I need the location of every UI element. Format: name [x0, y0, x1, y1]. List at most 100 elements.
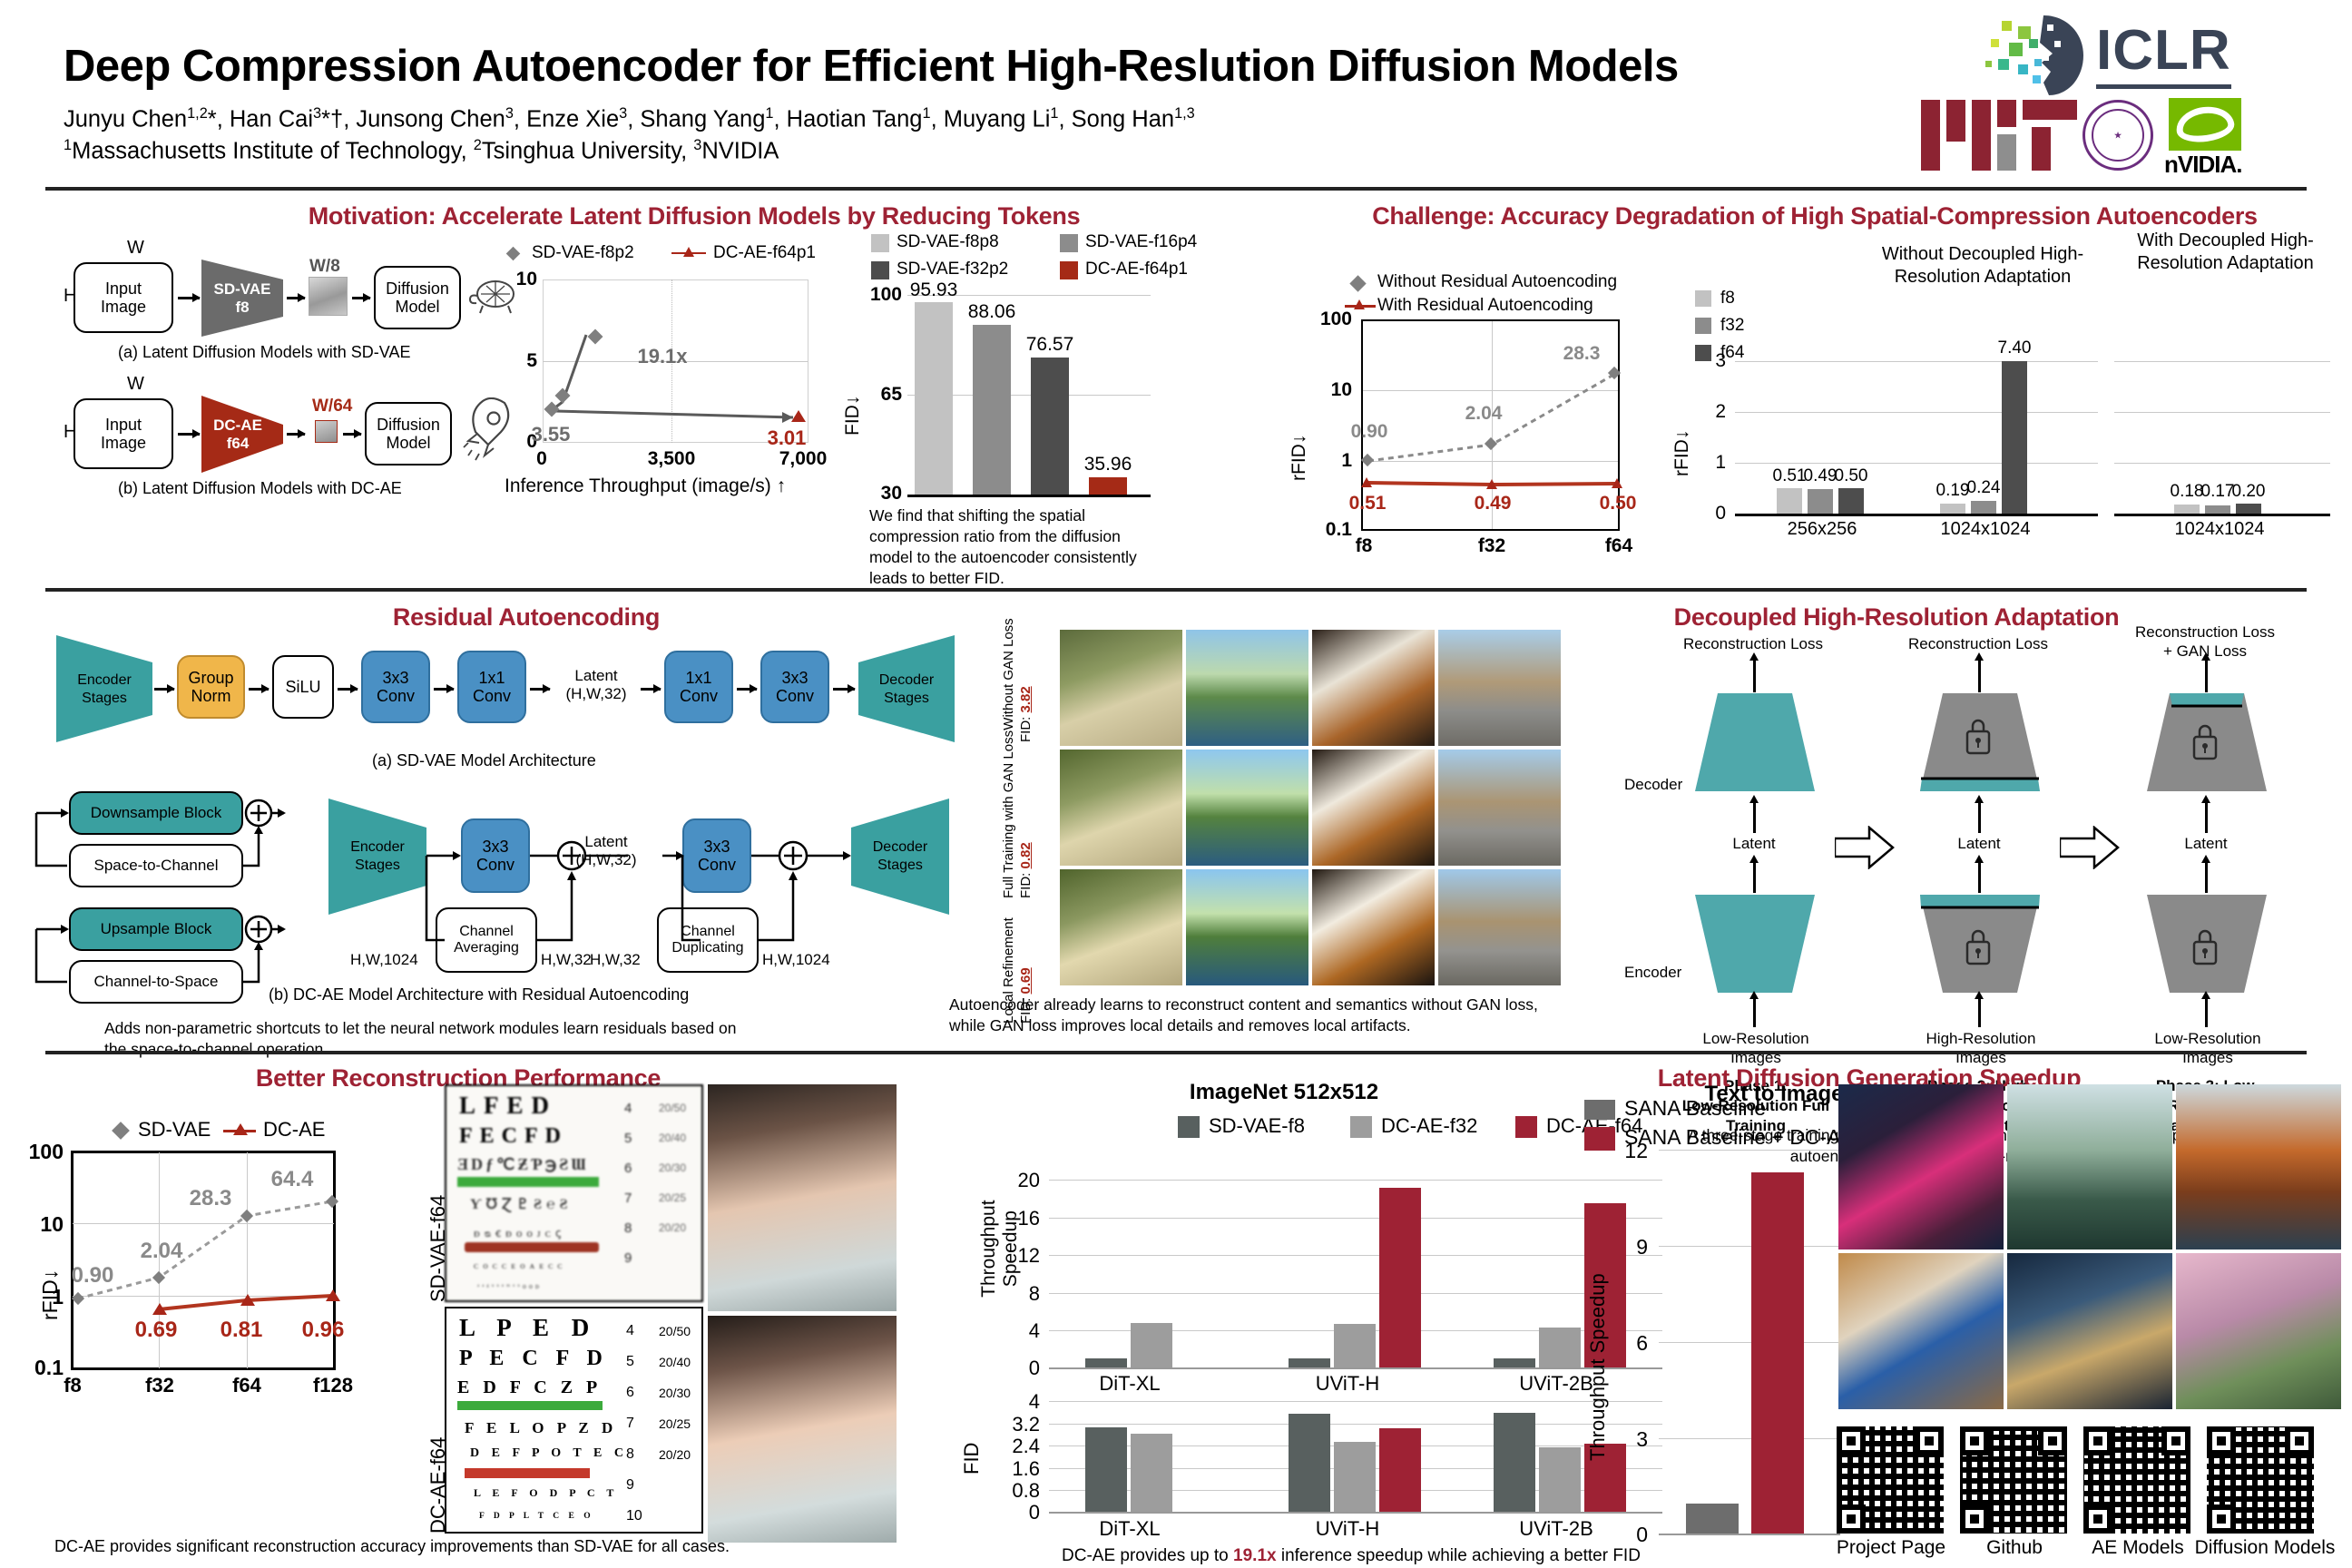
diagram-a-arrow-2 [287, 293, 306, 301]
gan-img-lake-r3 [1186, 869, 1308, 985]
chart1-ytick-0: 0 [526, 431, 537, 452]
space-to-channel-block: Space-to-Channel [69, 844, 243, 887]
chart7-baseline [1049, 1512, 1662, 1514]
diagram-b-h-label: H [64, 422, 77, 442]
legend-swatch-f8 [1695, 290, 1711, 307]
eyechart-row-numbers: 4 5 6 7 8 9 10 [626, 1323, 642, 1524]
chart4-value-1024w-f32: 0.24 [1966, 478, 2001, 497]
chart8-gridline-6 [1659, 1342, 1840, 1343]
qr-project-page[interactable] [1837, 1426, 1944, 1534]
svg-text:f64: f64 [227, 435, 250, 452]
phase3-decoder-trapezoid [2147, 693, 2267, 791]
sdvae-latent-label: Latent (H,W,32) [565, 667, 627, 702]
chart6-bar-dit-sdvae [1085, 1358, 1127, 1367]
svg-text:Decoder: Decoder [873, 839, 928, 855]
chart7-bar-dit-f32 [1131, 1434, 1172, 1512]
phase3-latent-arrow-in [2201, 855, 2210, 893]
chart4-xtick-1024d: 1024x1024 [2174, 519, 2265, 539]
legend-swatch-dcae-f32-in [1350, 1116, 1372, 1138]
dcae-channel-duplicating: Channel Duplicating [657, 907, 759, 973]
chart4-bar-1024w-f32 [1971, 501, 1996, 514]
gen-img-bluejay [1838, 1253, 2004, 1409]
svg-text:Encoder: Encoder [77, 672, 132, 688]
phase1-loss-arrow [1749, 652, 1758, 692]
chart2-bar-f64p1 [1089, 477, 1127, 495]
phase1-title: Phase 1: Low-Resolution Full Training [1681, 1077, 1830, 1135]
phase2-loss-arrow [1975, 652, 1983, 692]
section-heading-challenge: Challenge: Accuracy Degradation of High … [1372, 202, 2258, 230]
sdvae-arrow-8 [833, 684, 856, 692]
chart4-ytick-0: 0 [1715, 503, 1726, 524]
diagram-a-arrow-3 [352, 293, 371, 301]
legend-label-sdvae-recon: SD-VAE [138, 1118, 211, 1141]
affiliations-line: 1Massachusetts Institute of Technology, … [64, 137, 779, 164]
phase-transition-arrow-2 [2060, 826, 2120, 869]
chart1-vgrid-3500 [671, 279, 672, 443]
chart2-gridline-100 [907, 295, 1151, 296]
svg-text:Stages: Stages [82, 691, 127, 706]
motivation-fid-note: We find that shifting the spatial compre… [869, 506, 1137, 588]
gan-img-road-r1 [1438, 630, 1561, 746]
chart5-plot-box [71, 1151, 336, 1370]
gan-img-cat-r1 [1060, 630, 1182, 746]
chart5-label-dcae-f128: 0.96 [301, 1318, 345, 1342]
qr-ae-models[interactable] [2083, 1426, 2190, 1534]
chart5-label-sdvae-f32: 2.04 [140, 1239, 183, 1263]
chart8-ytick-9: 9 [1636, 1235, 1648, 1259]
chart4-bar-256-f32 [1808, 489, 1833, 514]
chart6-bar-uvith-f32 [1334, 1324, 1376, 1367]
divider-row2 [45, 1051, 2307, 1054]
legend-swatch-sdvae-f8-in [1178, 1116, 1200, 1138]
gan-img-cat-r2 [1060, 750, 1182, 866]
divider-top [45, 187, 2307, 191]
legend-swatch-f32 [1695, 318, 1711, 334]
chart8-gridline-3 [1659, 1438, 1840, 1439]
chart4-value-1024w-f64: 7.40 [1997, 338, 2032, 358]
chart4-bar-1024d-f8 [2174, 505, 2200, 514]
chart3-gridline-10 [1363, 390, 1618, 391]
chart3-yaxis-title: rFID↓ [1289, 434, 1309, 481]
chart2-ytick-30: 30 [880, 483, 902, 504]
chart3-label-without-f32: 2.04 [1465, 403, 1503, 424]
t2i-chart-title: Text to Image [1704, 1082, 1844, 1106]
svg-text:Decoder: Decoder [879, 672, 935, 688]
chart2-bar-f8p8 [915, 302, 953, 495]
diagram-b-encoder-dcae: DC-AE f64 [201, 396, 283, 473]
chart7-gridline-3p2 [1049, 1424, 1662, 1425]
chart2-gridline-65 [907, 395, 1151, 396]
chart5-label-dcae-f64: 0.81 [220, 1318, 263, 1342]
diagram-a-caption: (a) Latent Diffusion Models with SD-VAE [118, 343, 411, 361]
iclr-logo-text: ICLR [2096, 18, 2231, 89]
divider-row1 [45, 588, 2307, 592]
tsinghua-logo: ★ [2082, 100, 2153, 171]
imagenet-chart-title: ImageNet 512x512 [1189, 1080, 1379, 1104]
chart7-xtick-uvit2b: UViT-2B [1519, 1517, 1593, 1540]
chart7-xtick-dit: DiT-XL [1099, 1517, 1161, 1540]
gan-row-fid-without: FID: 3.82 [1018, 686, 1034, 742]
eyechart-red-bar [465, 1468, 590, 1478]
chart3-ytick-0p1: 0.1 [1325, 519, 1352, 540]
phase2-loss-label: Reconstruction Loss [1907, 635, 2049, 652]
chart3-ytick-1: 1 [1341, 450, 1352, 471]
sdvae-arrow-3 [338, 684, 358, 692]
qr-diffusion-models[interactable] [2207, 1426, 2314, 1534]
chart7-xtick-uvith: UViT-H [1315, 1517, 1380, 1540]
sdvae-conv1x1-b: 1x1 Conv [664, 651, 733, 723]
qr-github[interactable] [1960, 1426, 2067, 1534]
phase3-loss-label: Reconstruction Loss + GAN Loss [2134, 623, 2276, 661]
legend-label-sdvae-f8-in: SD-VAE-f8 [1209, 1114, 1305, 1137]
legend-label-sana-dcae: SANA Baseline + DC-AE [1624, 1125, 1855, 1149]
page-title: Deep Compression Autoencoder for Efficie… [64, 42, 1679, 91]
chart6-ytick-4: 4 [1028, 1319, 1040, 1342]
chart6-ytick-8: 8 [1028, 1282, 1040, 1305]
chart6-xtick-dit: DiT-XL [1099, 1372, 1161, 1395]
chart6-ytick-12: 12 [1017, 1244, 1040, 1267]
chart7-yaxis-title: FID [960, 1442, 983, 1475]
sdvae-conv1x1-a: 1x1 Conv [457, 651, 526, 723]
phase3-input-arrow [2201, 991, 2210, 1027]
phase3-latent-arrow-up [2201, 795, 2210, 833]
channel-to-space-block: Channel-to-Space [69, 960, 243, 1004]
diagram-a-w-label: W [127, 238, 144, 258]
dcae-decoder-stages: Decoder Stages [851, 799, 949, 915]
diagram-a-h-label: H [64, 286, 77, 306]
